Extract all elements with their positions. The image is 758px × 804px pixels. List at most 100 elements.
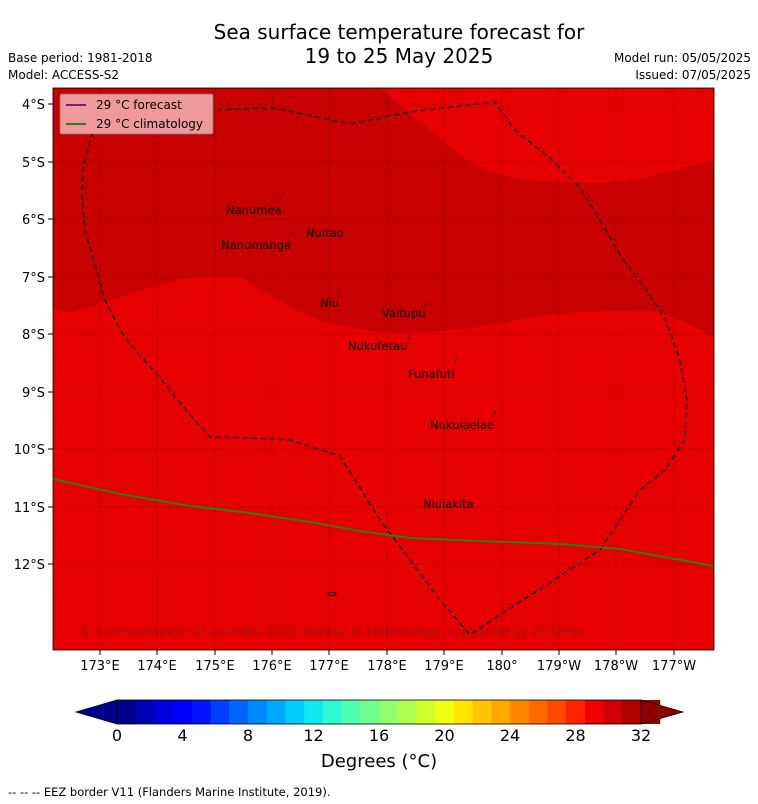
colorbar-segment <box>379 700 399 724</box>
lat-tick-label: 7°S <box>22 271 45 286</box>
model-name: Model: ACCESS-S2 <box>8 68 120 82</box>
colorbar-segment <box>510 700 530 724</box>
lat-tick-label: 11°S <box>14 501 45 516</box>
colorbar-segment <box>397 700 417 724</box>
colorbar-ticks: 0 4 8 12 16 20 24 28 32 <box>112 726 651 745</box>
isotherm-29-climatology <box>52 478 715 567</box>
colorbar-segment <box>453 700 474 724</box>
longitude-axis: 173°E 174°E 175°E 176°E 177°E 178°E 179°E 180° 1… <box>80 650 696 674</box>
lon-tick-label: 179°E <box>424 659 464 674</box>
lat-tick-label: 5°S <box>22 156 45 171</box>
place-label: Nanumea <box>226 203 282 217</box>
lat-tick-label: 9°S <box>22 386 45 401</box>
colorbar-segment <box>491 700 511 724</box>
colorbar-tick-label: 28 <box>565 726 585 745</box>
lon-tick-label: 179°W <box>537 659 581 674</box>
colorbar-segment <box>135 700 155 724</box>
place-label: Funafuti <box>408 367 455 381</box>
colorbar-tick-label: 4 <box>177 726 187 745</box>
island-marker <box>278 197 281 203</box>
colorbar-segment <box>547 700 567 724</box>
eez-footnote: -- -- -- EEZ border V11 (Flanders Marine… <box>8 785 331 799</box>
place-label: Nanumanga <box>221 238 291 252</box>
lon-tick-label: 178°W <box>594 659 638 674</box>
latitude-axis: 4°S 5°S 6°S 7°S 8°S 9°S 10°S 11°S 12°S <box>14 98 53 573</box>
colorbar-frame <box>116 699 642 725</box>
colorbar-segment <box>117 700 137 724</box>
colorbar-segment <box>304 700 324 724</box>
colorbar-segment <box>416 700 436 724</box>
sst-region-30-31 <box>53 88 714 338</box>
colorbar-segment <box>266 700 286 724</box>
lon-tick-label: 177°W <box>652 659 696 674</box>
base-period: Base period: 1981-2018 <box>8 51 153 65</box>
lat-tick-label: 6°S <box>22 213 45 228</box>
issued-date: Issued: 07/05/2025 <box>635 68 751 82</box>
lon-tick-label: 173°E <box>80 659 120 674</box>
lon-tick-label: 174°E <box>137 659 177 674</box>
lat-tick-label: 8°S <box>22 328 45 343</box>
island-outline <box>327 592 337 596</box>
meta-left: Base period: 1981-2018 Model: ACCESS-S2 <box>8 50 153 84</box>
lon-tick-label: 176°E <box>252 659 292 674</box>
legend-forecast-label: 29 °C forecast <box>96 98 182 112</box>
colorbar-tick-label: 32 <box>631 726 651 745</box>
colorbar-tick-label: 20 <box>434 726 454 745</box>
island-marker <box>337 289 340 295</box>
lon-tick-label: 178°E <box>367 659 407 674</box>
meta-right: Model run: 05/05/2025 Issued: 07/05/2025 <box>614 50 751 84</box>
place-label: Nuitao <box>306 226 344 240</box>
place-label: Niulakita <box>423 497 474 511</box>
colorbar-segment <box>248 700 268 724</box>
place-label: Nukulaelae <box>430 418 494 432</box>
colorbar-tick-label: 24 <box>500 726 520 745</box>
colorbar-tick-label: 0 <box>112 726 122 745</box>
colorbar-segment <box>154 700 174 724</box>
legend-climatology-label: 29 °C climatology <box>96 117 203 131</box>
colorbar-segment <box>566 700 586 724</box>
legend-box: 29 °C forecast 29 °C climatology <box>59 93 214 135</box>
island-marker <box>493 410 496 416</box>
colorbar-segment <box>191 700 212 724</box>
colorbar-segment <box>341 700 361 724</box>
lon-tick-label: 177°E <box>309 659 349 674</box>
colorbar-segment <box>210 700 230 724</box>
island-marker <box>290 232 293 238</box>
island-marker <box>407 334 410 340</box>
colorbar-segment <box>285 700 305 724</box>
lat-tick-label: 4°S <box>22 98 45 113</box>
map-area: Nanumea Nuitao Nanumanga Niu Vaitupu Nukufeta… <box>52 87 715 651</box>
colorbar-segment <box>322 700 343 724</box>
colorbar-segment <box>435 700 455 724</box>
colorbar-segment <box>528 700 548 724</box>
lon-tick-label: 175°E <box>195 659 235 674</box>
map-gridlines <box>53 88 714 650</box>
island-marker <box>424 301 427 307</box>
colorbar-max-arrow <box>640 699 685 725</box>
place-labels: Nanumea Nuitao Nanumanga Niu Vaitupu Nukufeta… <box>221 203 494 511</box>
colorbar <box>74 699 685 725</box>
place-label: Nukufetau <box>348 339 407 353</box>
copyright-text: © Commonwealth of Australia 2025, Bureau… <box>80 625 585 639</box>
place-label: Vaitupu <box>382 306 426 320</box>
place-label: Niu <box>320 296 339 310</box>
chart-title: Sea surface temperature forecast for 19 … <box>0 20 758 68</box>
colorbar-min-arrow <box>74 699 118 725</box>
map-frame <box>52 87 715 651</box>
colorbar-label: Degrees (°C) <box>320 751 438 772</box>
lat-tick-label: 10°S <box>14 443 45 458</box>
colorbar-segment <box>603 700 623 724</box>
model-run: Model run: 05/05/2025 <box>613 51 751 65</box>
colorbar-tick-label: 16 <box>369 726 389 745</box>
colorbar-segment <box>622 700 642 724</box>
lon-tick-label: 180° <box>486 659 517 674</box>
colorbar-segment <box>173 700 193 724</box>
colorbar-segment <box>472 700 492 724</box>
title-line-1: Sea surface temperature forecast for <box>213 20 585 44</box>
colorbar-tick-label: 12 <box>303 726 323 745</box>
colorbar-tick-label: 8 <box>243 726 253 745</box>
lat-tick-label: 12°S <box>14 558 45 573</box>
colorbar-segment <box>229 700 249 724</box>
island-marker <box>454 357 457 363</box>
